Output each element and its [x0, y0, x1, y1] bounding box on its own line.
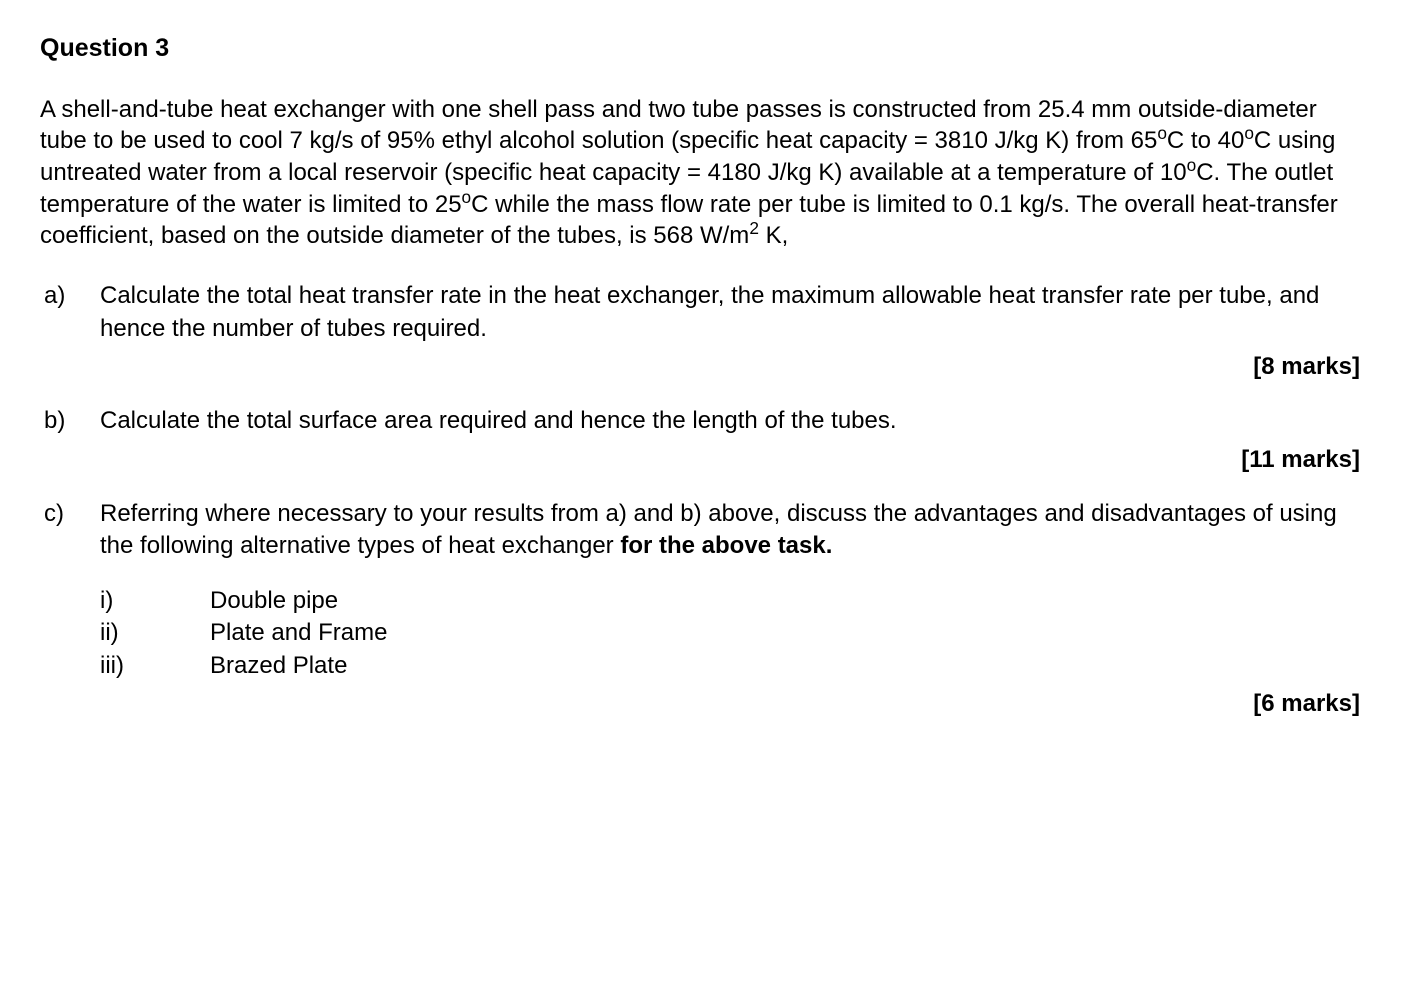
degree-sup-1: o	[1157, 123, 1167, 143]
part-a-content: Calculate the total heat transfer rate i…	[100, 280, 1366, 345]
intro-paragraph: A shell-and-tube heat exchanger with one…	[40, 94, 1366, 252]
intro-text-2: C to 40	[1167, 127, 1244, 154]
question-title: Question 3	[40, 32, 1366, 66]
subitem-iii-label: iii)	[100, 650, 210, 682]
subitem-ii: ii) Plate and Frame	[100, 617, 1366, 649]
part-c-marks: [6 marks]	[40, 688, 1366, 720]
degree-sup-2: o	[1244, 123, 1254, 143]
part-c: c) Referring where necessary to your res…	[40, 498, 1366, 682]
part-b-marks: [11 marks]	[40, 444, 1366, 476]
intro-text-1: A shell-and-tube heat exchanger with one…	[40, 96, 1317, 155]
part-b-label: b)	[40, 405, 100, 437]
degree-sup-4: o	[462, 187, 472, 207]
degree-sup-3: o	[1187, 155, 1197, 175]
part-c-text-bold: for the above task.	[620, 532, 832, 559]
part-a: a) Calculate the total heat transfer rat…	[40, 280, 1366, 345]
subitem-ii-label: ii)	[100, 617, 210, 649]
part-c-sublist: i) Double pipe ii) Plate and Frame iii) …	[100, 585, 1366, 682]
squared-sup: 2	[749, 218, 759, 238]
subitem-i-label: i)	[100, 585, 210, 617]
part-b: b) Calculate the total surface area requ…	[40, 405, 1366, 437]
subitem-i-text: Double pipe	[210, 585, 1366, 617]
part-a-label: a)	[40, 280, 100, 345]
subitem-iii-text: Brazed Plate	[210, 650, 1366, 682]
part-b-content: Calculate the total surface area require…	[100, 405, 1366, 437]
subitem-i: i) Double pipe	[100, 585, 1366, 617]
intro-text-end: K,	[759, 222, 788, 249]
part-c-label: c)	[40, 498, 100, 682]
subitem-iii: iii) Brazed Plate	[100, 650, 1366, 682]
part-c-content: Referring where necessary to your result…	[100, 498, 1366, 682]
part-a-marks: [8 marks]	[40, 351, 1366, 383]
subitem-ii-text: Plate and Frame	[210, 617, 1366, 649]
